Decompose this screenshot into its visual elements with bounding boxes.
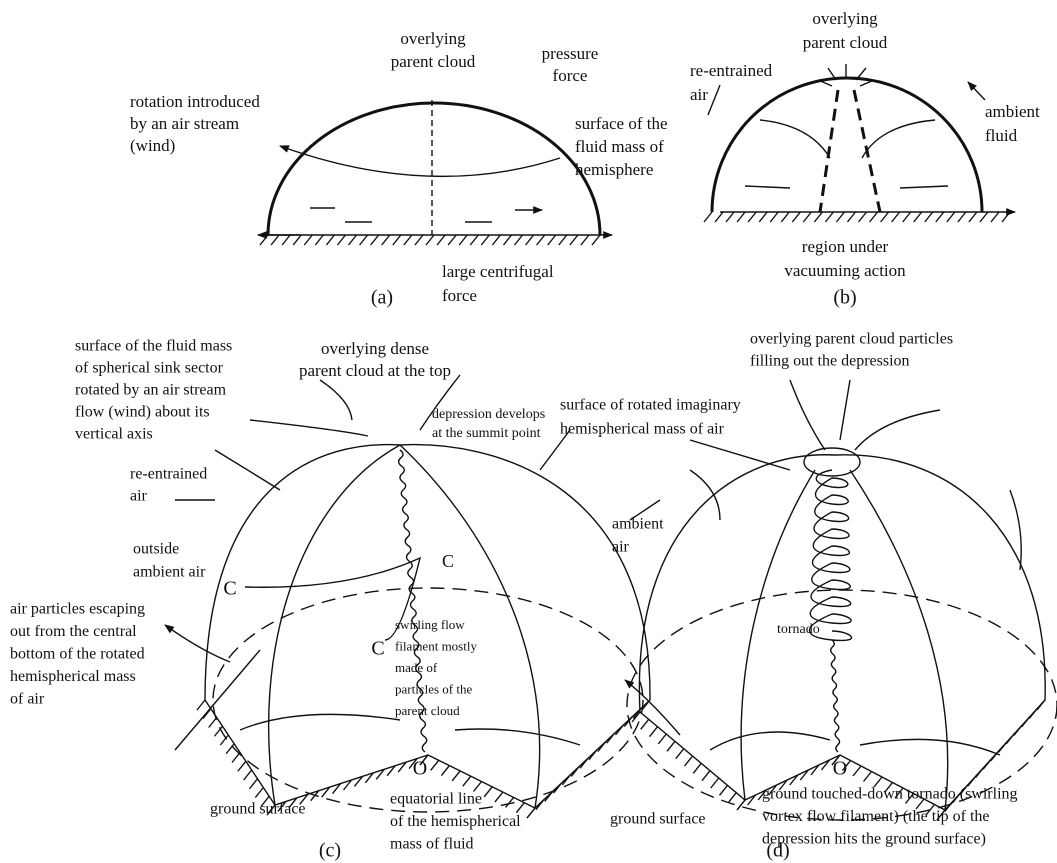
hatch	[831, 754, 946, 821]
label: re-entrained	[130, 466, 207, 483]
leader-lines	[629, 439, 791, 521]
swirl	[244, 556, 422, 641]
vortex-filament	[397, 449, 428, 753]
label: surface of rotated imaginary	[560, 397, 741, 414]
label: C	[371, 638, 384, 660]
hatch	[736, 754, 841, 811]
panel-caption: (a)	[371, 287, 393, 309]
label: ground surface	[210, 801, 306, 818]
label: rotation introduced	[130, 92, 260, 111]
label: ambient	[612, 516, 664, 533]
label: hemispherical mass	[10, 668, 136, 685]
hatch	[936, 699, 1046, 821]
hatch	[631, 711, 746, 811]
label: re-entrained	[690, 61, 773, 80]
label: made of	[395, 660, 438, 675]
label: equatorial line	[390, 791, 482, 808]
label: air particles escaping	[10, 601, 145, 618]
label: air	[690, 85, 708, 104]
label: surface of the	[575, 114, 668, 133]
hatch	[259, 234, 601, 246]
label: hemispherical mass of air	[560, 421, 725, 438]
hemisphere	[710, 76, 984, 213]
label: vacuuming action	[784, 261, 906, 280]
label: parent cloud	[391, 52, 476, 71]
hemisphere	[266, 101, 602, 236]
tornado-helix	[808, 469, 853, 642]
label: overlying	[812, 9, 878, 28]
flow-arrows	[165, 374, 581, 746]
label: hemisphere	[575, 160, 653, 179]
hatch	[266, 754, 429, 816]
label: parent cloud	[395, 703, 460, 718]
label: fluid mass of	[575, 137, 664, 156]
label: force	[553, 66, 588, 85]
label: vortex flow filament) (the tip of the	[762, 808, 989, 825]
panel-caption: (c)	[319, 840, 341, 862]
panel-caption: (b)	[833, 287, 856, 309]
label: parent cloud at the top	[299, 361, 451, 380]
label: parent cloud	[803, 33, 888, 52]
label: filament mostly	[395, 638, 477, 653]
label: surface of the fluid mass	[75, 338, 232, 355]
label: overlying dense	[321, 339, 429, 358]
label: O	[833, 758, 847, 780]
label: (wind)	[130, 136, 175, 155]
leader-lines	[174, 429, 571, 751]
label: ambient air	[133, 564, 206, 581]
label: depression hits the ground surface)	[762, 831, 986, 848]
label: C	[223, 578, 236, 600]
hatch	[419, 754, 536, 819]
label: of air	[10, 691, 45, 708]
label: bottom of the rotated	[10, 646, 145, 663]
label: depression develops	[432, 407, 545, 422]
flow-arrows	[625, 379, 1022, 756]
label: O	[413, 758, 427, 780]
label: ground surface	[610, 811, 706, 828]
label: vertical axis	[75, 426, 153, 443]
label: overlying	[400, 29, 466, 48]
hatch	[526, 699, 651, 819]
wind-arrow	[279, 145, 561, 178]
dome	[638, 454, 1046, 713]
hatch	[196, 699, 276, 816]
label: air	[612, 539, 630, 556]
label: ambient	[985, 102, 1040, 121]
vacuum-lines	[818, 89, 882, 213]
label: outside	[133, 541, 179, 558]
label: fluid	[985, 126, 1018, 145]
flow-arrows	[707, 82, 986, 189]
hatch	[703, 211, 1011, 223]
label: C	[442, 551, 454, 571]
panel-caption: (d)	[766, 840, 789, 862]
depression-cap	[803, 447, 861, 477]
label: swirling flow	[395, 617, 465, 632]
label: force	[442, 286, 477, 305]
tornado-filament	[829, 639, 841, 753]
label: mass of fluid	[390, 836, 474, 853]
label: large centrifugal	[442, 262, 554, 281]
label: ground touched-down tornado (swirling	[762, 786, 1018, 803]
label: filling out the depression	[750, 353, 910, 370]
equatorial-line	[212, 587, 644, 813]
centrifugal-arrows	[310, 208, 542, 223]
cloud-burst	[817, 64, 875, 87]
label: flow (wind) about its	[75, 404, 210, 421]
label: rotated by an air stream	[75, 382, 227, 399]
label: of the hemispherical	[390, 813, 521, 830]
label: out from the central	[10, 623, 137, 640]
shapes	[165, 64, 1057, 821]
meridians	[740, 469, 949, 811]
labels: (a) overlying parent cloud pressure force rot…	[10, 9, 1040, 862]
label: air	[130, 488, 148, 505]
label: tornado	[777, 622, 820, 637]
label: of spherical sink sector	[75, 360, 224, 377]
label: particles of the	[395, 681, 472, 696]
label: overlying parent cloud particles	[750, 331, 953, 348]
label: pressure	[542, 44, 599, 63]
label: by an air stream	[130, 114, 239, 133]
label: region under	[802, 237, 889, 256]
label: at the summit point	[432, 426, 541, 441]
